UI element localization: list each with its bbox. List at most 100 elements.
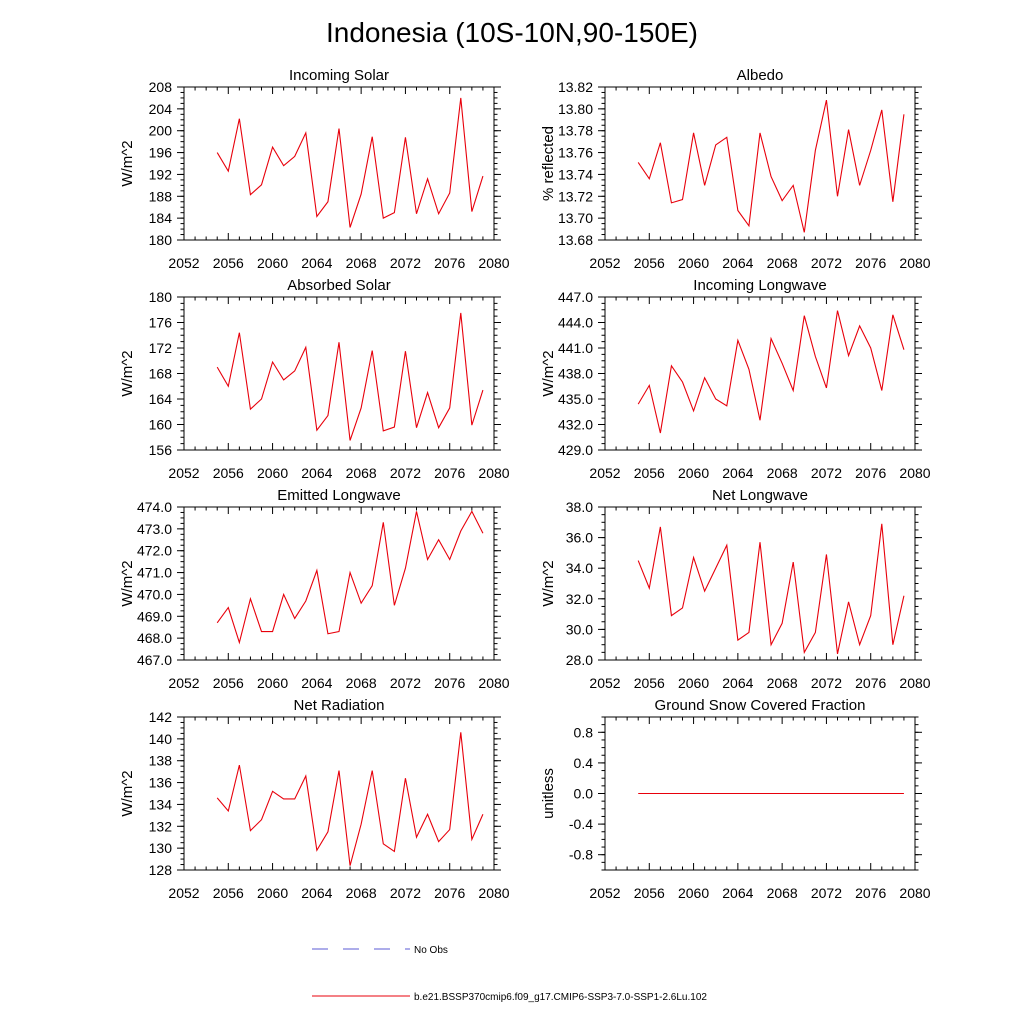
x-tick-label: 2072	[390, 675, 421, 691]
x-tick-label: 2076	[855, 255, 886, 271]
y-tick-label: 13.82	[558, 79, 593, 95]
x-tick-label: 2076	[434, 675, 465, 691]
y-tick-label: 471.0	[137, 565, 172, 581]
y-tick-label: 13.68	[558, 232, 593, 248]
x-tick-label: 2080	[478, 675, 509, 691]
series-line	[216, 510, 484, 645]
y-tick-label: 469.0	[137, 608, 172, 624]
y-axis-label: unitless	[540, 768, 557, 819]
y-tick-label: 176	[149, 315, 173, 331]
x-tick-label: 2064	[722, 465, 753, 481]
chart-panel: Absorbed Solar W/m^2 2052 2056 2060 2064 2068 2…	[119, 277, 510, 481]
y-tick-label: 172	[149, 340, 173, 356]
y-tick-label: 472.0	[137, 543, 172, 559]
y-axis-label: W/m^2	[540, 350, 557, 396]
y-axis-label: W/m^2	[119, 560, 136, 606]
y-tick-label: 38.0	[566, 499, 593, 515]
x-tick-label: 2052	[168, 465, 199, 481]
x-tick-label: 2080	[478, 885, 509, 901]
chart-title: Ground Snow Covered Fraction	[655, 697, 866, 714]
chart-title: Net Longwave	[712, 487, 808, 504]
y-tick-label: 140	[149, 731, 173, 747]
x-tick-label: 2068	[346, 255, 377, 271]
x-tick-label: 2080	[478, 465, 509, 481]
chart-title: Net Radiation	[294, 697, 385, 714]
x-tick-label: 2056	[213, 675, 244, 691]
x-tick-label: 2064	[301, 885, 332, 901]
y-tick-label: 142	[149, 709, 173, 725]
y-tick-label: 435.0	[558, 391, 593, 407]
y-tick-label: 32.0	[566, 591, 593, 607]
series-line	[637, 310, 905, 434]
x-tick-label: 2060	[257, 465, 288, 481]
y-tick-label: 438.0	[558, 366, 593, 382]
y-tick-label: 34.0	[566, 560, 593, 576]
x-tick-label: 2076	[434, 465, 465, 481]
legend-item: No Obs	[312, 945, 448, 956]
x-tick-label: 2056	[634, 255, 665, 271]
x-tick-label: 2072	[390, 885, 421, 901]
y-axis-label: W/m^2	[119, 140, 136, 186]
y-tick-label: 200	[149, 123, 173, 139]
chart-panel: Net Radiation W/m^2 2052 2056 2060 2064 2068 20…	[119, 697, 510, 901]
chart-panel: Albedo % reflected 2052 2056 2060 2064 2068 207…	[540, 67, 931, 271]
x-tick-label: 2076	[434, 255, 465, 271]
x-tick-label: 2076	[855, 465, 886, 481]
y-axis-label: W/m^2	[540, 560, 557, 606]
x-tick-label: 2068	[346, 675, 377, 691]
y-tick-label: 134	[149, 796, 173, 812]
y-tick-label: 128	[149, 862, 173, 878]
y-tick-label: 130	[149, 840, 173, 856]
x-tick-label: 2052	[168, 255, 199, 271]
plot-frame	[604, 506, 916, 661]
y-tick-label: 36.0	[566, 530, 593, 546]
x-tick-label: 2064	[722, 675, 753, 691]
chart-panel: Incoming Longwave W/m^2 2052 2056 2060 2064 20…	[540, 277, 931, 481]
y-tick-label: 13.70	[558, 210, 593, 226]
y-tick-label: 136	[149, 775, 173, 791]
y-tick-label: 13.72	[558, 188, 593, 204]
x-tick-label: 2060	[678, 885, 709, 901]
x-tick-label: 2060	[257, 675, 288, 691]
y-tick-label: 0.0	[574, 786, 594, 802]
x-tick-label: 2052	[589, 255, 620, 271]
x-tick-label: 2052	[589, 465, 620, 481]
x-tick-label: 2068	[346, 885, 377, 901]
figure-title: Indonesia (10S-10N,90-150E)	[326, 17, 698, 48]
y-tick-label: 13.76	[558, 145, 593, 161]
y-tick-label: 0.8	[574, 724, 594, 740]
x-tick-label: 2064	[301, 465, 332, 481]
x-tick-label: 2060	[678, 675, 709, 691]
series-line	[637, 523, 905, 655]
x-tick-label: 2052	[168, 885, 199, 901]
chart-panel: Emitted Longwave W/m^2 2052 2056 2060 2064 206…	[119, 487, 510, 691]
y-tick-label: -0.8	[569, 847, 593, 863]
x-tick-label: 2060	[678, 465, 709, 481]
x-tick-label: 2060	[257, 885, 288, 901]
y-tick-label: 164	[149, 391, 173, 407]
y-axis-label: W/m^2	[119, 770, 136, 816]
plot-frame	[183, 86, 495, 241]
y-tick-label: 473.0	[137, 521, 172, 537]
y-axis-label: W/m^2	[119, 350, 136, 396]
x-tick-label: 2064	[301, 255, 332, 271]
legend: No Obs b.e21.BSSP370cmip6.f09_g17.CMIP6-S…	[312, 945, 707, 1003]
x-tick-label: 2060	[678, 255, 709, 271]
panels: Incoming Solar W/m^2 2052 2056 2060 2064 2068 2…	[119, 67, 931, 901]
chart-title: Albedo	[737, 67, 784, 84]
x-tick-label: 2076	[855, 675, 886, 691]
chart-title: Incoming Longwave	[693, 277, 826, 294]
x-tick-label: 2072	[811, 255, 842, 271]
y-tick-label: 13.74	[558, 166, 593, 182]
x-tick-label: 2056	[634, 465, 665, 481]
x-tick-label: 2072	[811, 675, 842, 691]
y-tick-label: 468.0	[137, 630, 172, 646]
x-tick-label: 2056	[213, 465, 244, 481]
x-tick-label: 2056	[213, 255, 244, 271]
x-tick-label: 2056	[634, 675, 665, 691]
y-tick-label: 474.0	[137, 499, 172, 515]
plot-frame	[604, 86, 916, 241]
legend-label: No Obs	[414, 945, 448, 956]
y-axis-label: % reflected	[540, 126, 557, 201]
x-tick-label: 2064	[722, 885, 753, 901]
